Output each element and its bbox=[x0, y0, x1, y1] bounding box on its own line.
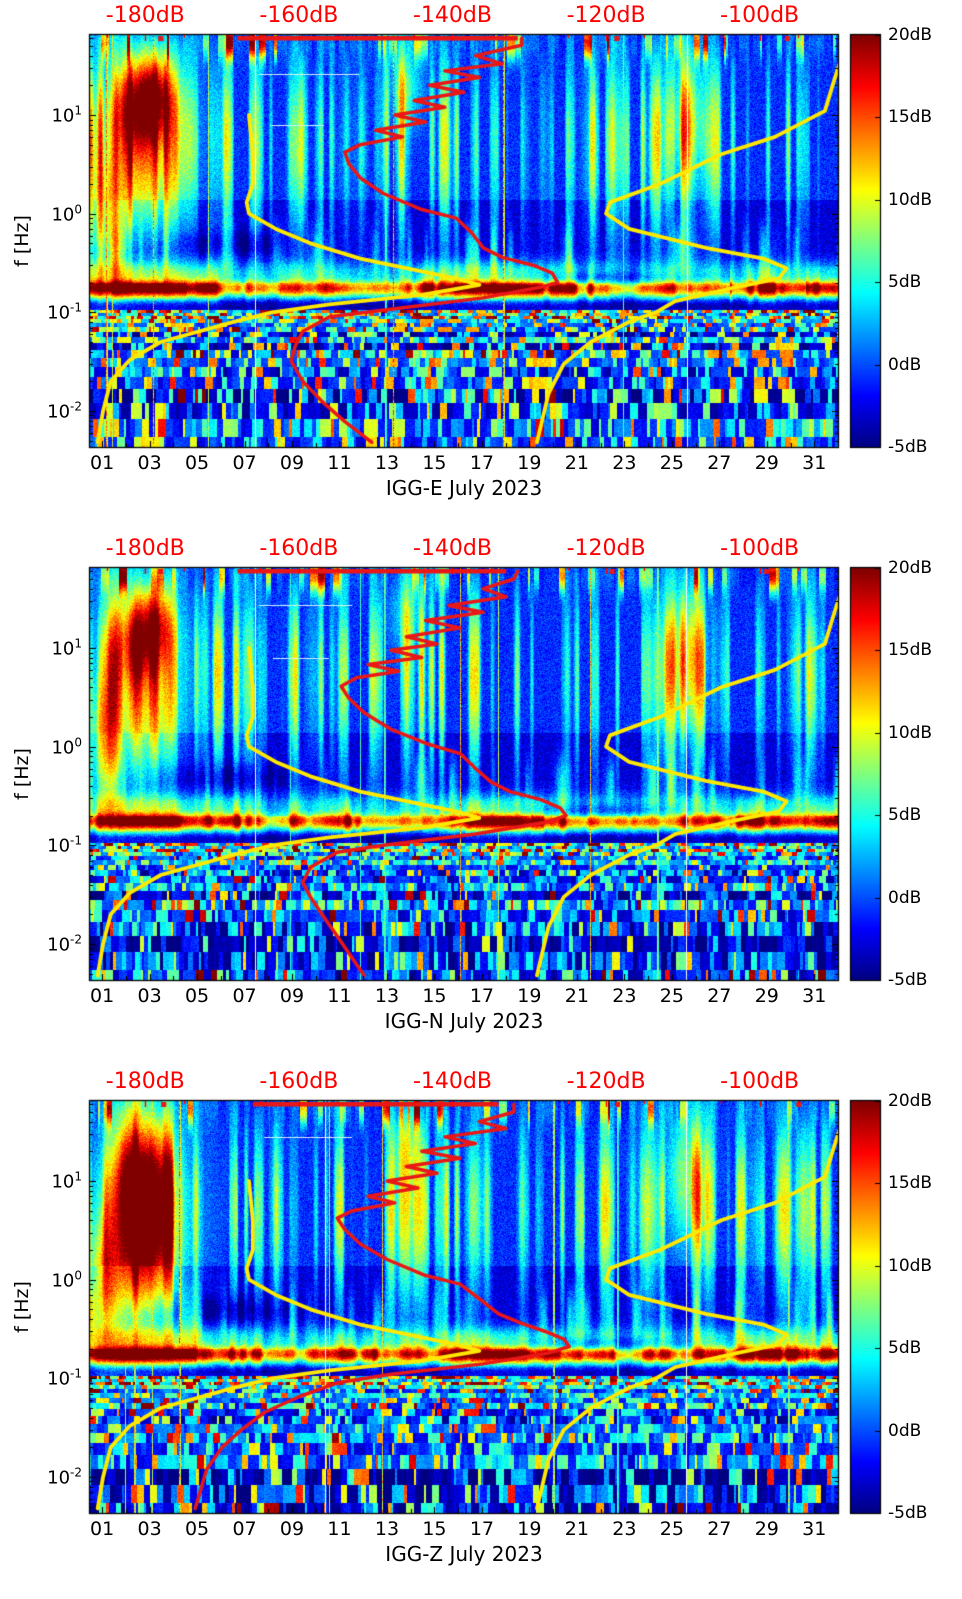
spectrogram-panel-e: -180dB -160dB -140dB -120dB -100dB 101 100 10-… bbox=[0, 0, 962, 533]
spectrogram-panel-z: -180dB -160dB -140dB -120dB -100dB 101 100 10-… bbox=[0, 1066, 962, 1599]
spectrogram-canvas-e bbox=[0, 0, 962, 533]
y-axis-title: f [Hz] bbox=[11, 748, 33, 800]
y-axis-title: f [Hz] bbox=[11, 215, 33, 267]
spectrogram-canvas-n bbox=[0, 533, 962, 1066]
y-axis-title: f [Hz] bbox=[11, 1281, 33, 1333]
spectrogram-panel-n: -180dB -160dB -140dB -120dB -100dB 101 100 10-… bbox=[0, 533, 962, 1066]
spectrogram-canvas-z bbox=[0, 1066, 962, 1599]
x-axis-title: IGG-E July 2023 bbox=[385, 476, 543, 500]
x-axis-title: IGG-N July 2023 bbox=[384, 1009, 544, 1033]
x-axis-title: IGG-Z July 2023 bbox=[385, 1542, 543, 1566]
